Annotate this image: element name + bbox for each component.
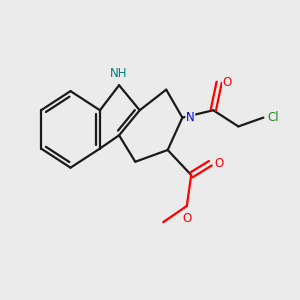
Text: O: O bbox=[223, 76, 232, 89]
Text: N: N bbox=[186, 111, 195, 124]
Text: NH: NH bbox=[110, 67, 128, 80]
Text: Cl: Cl bbox=[267, 111, 278, 124]
Text: O: O bbox=[182, 212, 191, 225]
Text: O: O bbox=[214, 157, 223, 170]
